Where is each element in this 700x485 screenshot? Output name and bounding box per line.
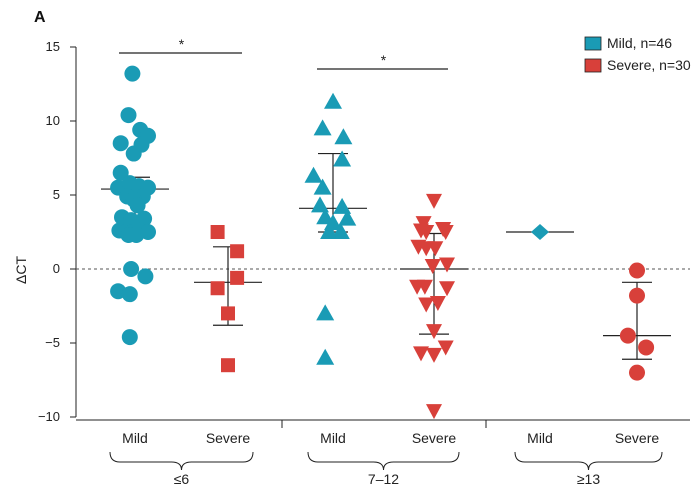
data-point: [426, 347, 442, 363]
significance-marker: *: [381, 52, 387, 68]
data-point: [629, 287, 645, 304]
y-tick-label: 10: [46, 113, 60, 128]
data-point: [221, 358, 235, 373]
data-point: [210, 225, 225, 239]
data-point: [112, 135, 129, 152]
data-point: [426, 193, 442, 209]
group-brace: [514, 451, 663, 471]
data-point: [324, 92, 342, 109]
data-point: [439, 257, 455, 273]
data-point: [120, 107, 137, 124]
group-brace: [307, 451, 460, 471]
data-point: [112, 164, 129, 181]
x-category-label: Mild: [527, 430, 553, 446]
data-point: [221, 306, 235, 321]
data-point: [333, 150, 352, 167]
x-category-label: Severe: [206, 430, 251, 446]
legend-swatch: [584, 36, 602, 51]
data-point: [128, 226, 145, 243]
summary-bars: [101, 152, 671, 360]
data-point: [121, 329, 138, 346]
data-point: [424, 259, 441, 275]
data-point: [418, 225, 435, 240]
data-point: [129, 197, 146, 214]
y-axis-label: ΔCT: [13, 256, 29, 284]
y-tick-label: 0: [53, 261, 60, 276]
data-point: [304, 166, 323, 183]
annotations: **: [119, 36, 448, 70]
legend-swatch: [584, 58, 602, 73]
panel-label: A: [34, 9, 46, 26]
data-points: [110, 65, 655, 420]
data-point: [338, 209, 357, 226]
x-category-label: Mild: [320, 430, 346, 446]
data-point: [121, 286, 138, 303]
data-point: [437, 225, 454, 240]
data-point: [426, 404, 442, 420]
data-point: [413, 346, 429, 362]
x-group-label: ≥13: [577, 471, 600, 485]
x-group-label: ≤6: [174, 471, 190, 485]
data-point: [331, 223, 350, 239]
data-point: [124, 65, 141, 82]
data-point: [316, 348, 335, 365]
data-point: [320, 223, 339, 239]
data-point: [638, 339, 655, 356]
data-point: [416, 279, 433, 295]
data-point: [418, 297, 435, 313]
data-point: [629, 262, 645, 279]
data-point: [137, 268, 154, 285]
data-point: [629, 364, 645, 381]
group-brace: [109, 451, 254, 471]
data-point: [230, 270, 245, 285]
axes: 15 10 5 0 −5 −10 Mild Severe ≤6 Mild Severe 7–12 Mil…: [38, 39, 690, 485]
data-point: [427, 241, 444, 257]
data-point: [313, 119, 332, 136]
y-tick-label: 5: [53, 187, 60, 202]
data-point: [210, 281, 225, 296]
data-point: [426, 324, 442, 340]
legend: Mild, n=46 Severe, n=30: [584, 35, 691, 73]
x-category-label: Severe: [615, 430, 660, 446]
legend-label: Severe, n=30: [607, 57, 691, 73]
data-point: [123, 261, 140, 277]
data-point: [429, 296, 446, 312]
data-point: [619, 327, 636, 344]
data-point: [316, 304, 335, 321]
data-point: [333, 197, 352, 214]
data-point: [311, 196, 329, 213]
data-point: [439, 281, 455, 297]
data-point: [133, 136, 150, 153]
x-category-label: Mild: [122, 430, 148, 446]
data-point: [334, 128, 353, 145]
y-tick-label: 15: [46, 39, 60, 54]
y-tick-label: −5: [45, 335, 60, 350]
x-category-label: Severe: [412, 430, 457, 446]
data-point: [313, 178, 332, 195]
x-group-label: 7–12: [368, 471, 399, 485]
data-point: [531, 224, 549, 240]
significance-marker: *: [179, 36, 185, 52]
data-point: [230, 244, 245, 259]
data-point: [437, 340, 454, 356]
legend-label: Mild, n=46: [607, 35, 672, 51]
y-tick-label: −10: [38, 409, 60, 424]
